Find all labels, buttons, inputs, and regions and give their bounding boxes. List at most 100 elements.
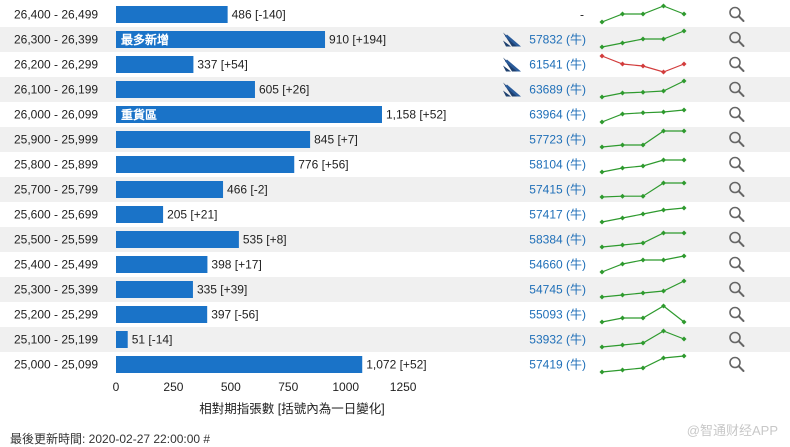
magnifier-icon[interactable] [729, 6, 745, 22]
magnifier-icon[interactable] [729, 106, 745, 122]
bar [116, 306, 208, 323]
magnifier-icon[interactable] [729, 31, 745, 47]
row-label: 25,400 - 25,499 [14, 258, 98, 272]
x-tick-label: 1250 [390, 380, 417, 394]
sparkline-point [599, 169, 605, 175]
warrant-code-link[interactable]: 53932 (牛) [529, 332, 586, 347]
sparkline [599, 205, 687, 225]
bar-value-label: 535 [+8] [243, 233, 287, 247]
x-tick-label: 1000 [332, 380, 359, 394]
sparkline-point [640, 240, 646, 246]
magnifier-icon[interactable] [729, 56, 745, 72]
bar-value-label: 337 [+54] [197, 58, 247, 72]
sparkline-point [661, 288, 666, 294]
sparkline-point [681, 319, 687, 325]
sparkline-point [599, 94, 605, 100]
row-label: 25,500 - 25,599 [14, 233, 98, 247]
sparkline-point [640, 257, 646, 263]
bar-value-label: 910 [+194] [329, 33, 386, 47]
sparkline-point [599, 44, 605, 50]
bar-value-label: 1,158 [+52] [386, 108, 446, 122]
x-tick-label: 250 [163, 380, 183, 394]
sparkline-point [620, 40, 625, 46]
sparkline-point [661, 303, 666, 309]
sparkline-point [620, 342, 625, 348]
sparkline-point [620, 61, 625, 67]
warrant-code-link[interactable]: 54660 (牛) [529, 257, 586, 272]
sparkline-point [599, 294, 605, 300]
sparkline-point [640, 340, 646, 346]
sparkline-point [599, 369, 605, 375]
sparkline-point [681, 11, 687, 17]
bank-logo-icon [503, 82, 521, 97]
warrant-code-link[interactable]: 57723 (牛) [529, 132, 586, 147]
warrant-code-link[interactable]: 61541 (牛) [529, 57, 586, 72]
bars [116, 6, 382, 373]
sparkline-point [620, 367, 625, 373]
row-label: 25,000 - 25,099 [14, 358, 98, 372]
sparkline-point [681, 353, 687, 359]
sparkline [599, 53, 687, 75]
sparkline-point [640, 211, 646, 217]
sparkline-point [681, 278, 687, 284]
x-tick-label: 0 [113, 380, 120, 394]
sparkline-point [620, 142, 625, 148]
sparkline-point [661, 128, 666, 134]
sparkline-point [661, 157, 666, 163]
magnifier-icon[interactable] [729, 281, 745, 297]
magnifier-icon[interactable] [729, 256, 745, 272]
warrant-code-link[interactable]: 57832 (牛) [529, 32, 586, 47]
bar-value-label: 205 [+21] [167, 208, 217, 222]
warrant-code-link[interactable]: 57415 (牛) [529, 182, 586, 197]
sparkline [599, 157, 687, 175]
x-tick-label: 500 [221, 380, 241, 394]
search-column [729, 6, 745, 372]
row-label: 25,600 - 25,699 [14, 208, 98, 222]
magnifier-icon[interactable] [729, 331, 745, 347]
sparkline-point [599, 244, 605, 250]
warrant-code-link[interactable]: 57419 (牛) [529, 357, 586, 372]
bar-value-label: 398 [+17] [211, 258, 261, 272]
row-label: 25,700 - 25,799 [14, 183, 98, 197]
bank-logo-icon [503, 57, 521, 72]
magnifier-icon[interactable] [729, 156, 745, 172]
bar-value-label: 466 [-2] [227, 183, 268, 197]
sparkline-point [620, 111, 625, 117]
sparkline-point [661, 230, 666, 236]
last-updated: 最後更新時間: 2020-02-27 22:00:00 # [10, 432, 211, 446]
warrant-code-link[interactable]: 57417 (牛) [529, 207, 586, 222]
bar [116, 281, 193, 298]
bar-tag: 最多新增 [121, 32, 169, 47]
magnifier-icon[interactable] [729, 206, 745, 222]
warrant-code-link[interactable]: 54745 (牛) [529, 282, 586, 297]
magnifier-icon[interactable] [729, 231, 745, 247]
magnifier-icon[interactable] [729, 181, 745, 197]
sparkline-point [661, 207, 666, 213]
sparkline [599, 353, 687, 375]
bar-value-labels: 486 [-140] 910 [+194] 337 [+54] 605 [+26] 1,… [132, 8, 447, 372]
code-column: - 57832 (牛) 61541 (牛) 63689 (牛) 63964 (牛) 577… [503, 8, 586, 372]
sparkline-point [681, 336, 687, 342]
warrant-code-link[interactable]: 55093 (牛) [529, 307, 586, 322]
warrant-code-link[interactable]: 58384 (牛) [529, 232, 586, 247]
row-label: 26,300 - 26,399 [14, 33, 98, 47]
warrant-code-link[interactable]: 63964 (牛) [529, 107, 586, 122]
warrant-code-link[interactable]: 63689 (牛) [529, 82, 586, 97]
sparkline-point [620, 11, 625, 17]
sparkline [599, 180, 687, 200]
sparkline-point [681, 253, 687, 259]
magnifier-icon[interactable] [729, 356, 745, 372]
bar [116, 31, 326, 48]
magnifier-icon[interactable] [729, 131, 745, 147]
sparkline-point [681, 61, 687, 67]
bar-value-label: 51 [-14] [132, 333, 173, 347]
sparkline-point [599, 269, 605, 275]
row-label: 26,100 - 26,199 [14, 83, 98, 97]
row-labels: 26,400 - 26,499 26,300 - 26,399 26,200 - 2… [14, 8, 98, 372]
sparkline-point [661, 109, 666, 115]
warrant-code-link[interactable]: 58104 (牛) [529, 157, 586, 172]
magnifier-icon[interactable] [729, 81, 745, 97]
sparkline-column [599, 3, 687, 375]
magnifier-icon[interactable] [729, 306, 745, 322]
